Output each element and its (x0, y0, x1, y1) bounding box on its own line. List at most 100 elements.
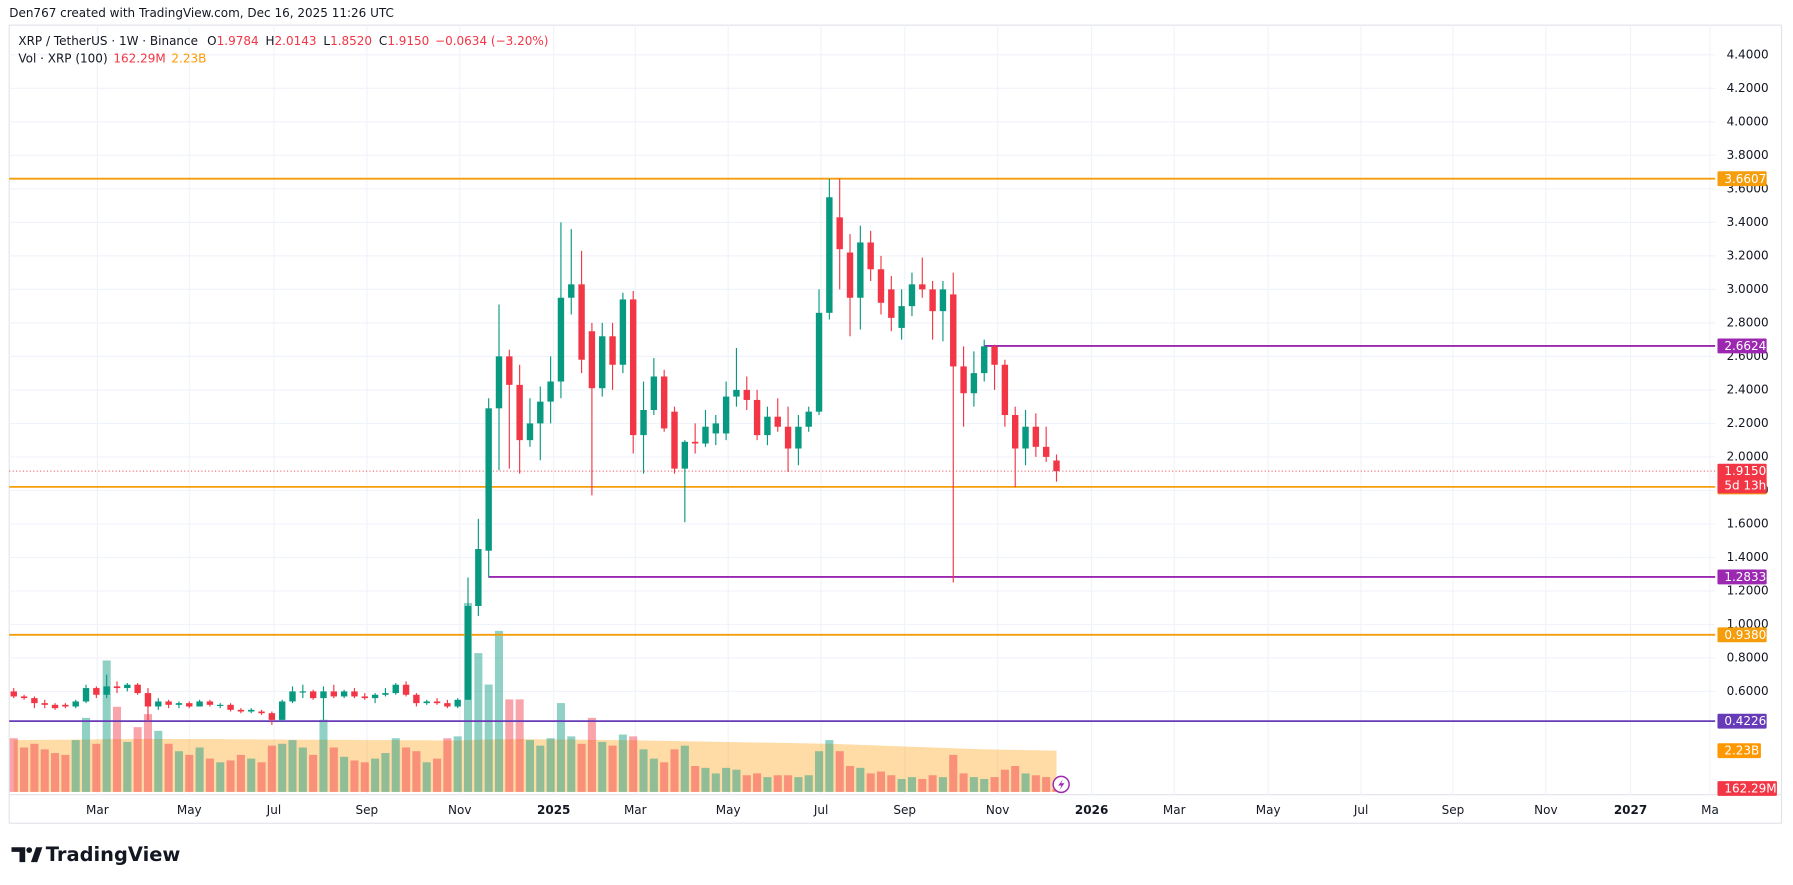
volume-bar (309, 754, 318, 792)
candle-body (495, 356, 503, 409)
candle-body (857, 242, 864, 298)
candle-body (227, 704, 234, 710)
candle-body (72, 701, 79, 707)
volume-bar (391, 738, 400, 792)
volume-ma-label-bg (1717, 743, 1761, 759)
x-tick-label: Sep (893, 803, 916, 817)
volume-bar (825, 740, 834, 792)
candle-body (815, 312, 823, 412)
y-tick-label: 0.8000 (1727, 650, 1769, 664)
ohlc-key: H (265, 34, 274, 48)
level-label: 1.2833 (1724, 570, 1766, 584)
volume-bar (195, 747, 204, 792)
candle-body (134, 684, 141, 694)
candle-body (599, 336, 606, 389)
candle-body (309, 691, 317, 699)
tradingview-logo (11, 847, 43, 863)
y-tick-label: 3.2000 (1727, 248, 1769, 262)
volume-bar (691, 766, 700, 792)
volume-bar (711, 773, 720, 792)
volume-bar (598, 741, 607, 792)
candle-body (330, 691, 338, 697)
volume-bar (371, 758, 380, 792)
volume-bar (112, 706, 122, 792)
candle-body (278, 701, 286, 720)
y-tick-label: 2.2000 (1727, 416, 1769, 430)
volume-bar (71, 740, 80, 792)
y-tick-label: 4.2000 (1727, 81, 1769, 95)
volume-bar (40, 749, 49, 792)
candle-body (784, 426, 792, 449)
candle-body (485, 408, 492, 551)
candle-body (433, 701, 441, 704)
candle-body (155, 701, 162, 707)
candle-body (547, 381, 554, 402)
candle-body (340, 691, 348, 697)
volume-bar (133, 727, 142, 792)
x-tick-label: May (1256, 803, 1281, 817)
x-tick-label: Jul (266, 803, 281, 817)
candle-body (413, 694, 420, 704)
candle-body (31, 698, 38, 704)
volume-bar (494, 630, 504, 792)
volume-bar (856, 767, 865, 792)
candle-body (774, 416, 781, 427)
candle-body (206, 701, 214, 705)
candle-body (51, 704, 59, 709)
volume-bar (267, 745, 276, 792)
volume-bar (990, 777, 999, 792)
candle-body (320, 691, 327, 699)
candle-body (537, 401, 544, 424)
volume-bar (92, 743, 101, 792)
candle-body (144, 693, 152, 707)
volume-bar (907, 777, 916, 792)
volume-bar (804, 775, 813, 792)
candle-body (588, 331, 596, 389)
volume-bar (381, 753, 390, 792)
volume-bar (81, 717, 91, 792)
volume-bar (1011, 766, 1020, 792)
ohlc-value: 1.9784 (217, 34, 259, 48)
volume-bar (164, 743, 173, 792)
candle-body (660, 376, 668, 429)
volume-bar (102, 660, 111, 792)
candle-body (578, 284, 585, 360)
volume-bar (938, 777, 947, 792)
candle-body (526, 423, 534, 441)
candle-body (196, 701, 203, 707)
volume-bar (773, 775, 782, 792)
x-tick-label: Nov (986, 803, 1009, 817)
y-tick-label: 2.8000 (1727, 315, 1769, 329)
volume-bar (660, 762, 669, 792)
ohlc-value: 1.9150 (387, 34, 429, 48)
candle-body (289, 691, 296, 702)
volume-bar (185, 754, 194, 792)
candle-body (382, 693, 389, 695)
volume-bar (360, 762, 369, 792)
candle-body (351, 691, 358, 697)
y-tick-label: 2.4000 (1727, 382, 1769, 396)
volume-bar (835, 751, 844, 792)
level-label-bg (1717, 171, 1767, 187)
candle-body (299, 691, 307, 693)
volume-bar (969, 777, 978, 792)
volume-bar (949, 754, 958, 792)
volume-bar (928, 775, 937, 792)
volume-bar (525, 740, 534, 792)
y-tick-label: 0.6000 (1727, 684, 1769, 698)
candle-body (1042, 446, 1050, 457)
candle-body (175, 703, 183, 705)
volume-bar (319, 719, 328, 792)
countdown: 5d 13h (1724, 478, 1766, 492)
volume-bar (298, 747, 307, 792)
candle-body (1012, 415, 1019, 449)
candle-body (1022, 426, 1029, 449)
volume-bar (618, 734, 627, 792)
x-tick-label: Sep (356, 803, 379, 817)
level-label-bg (1717, 713, 1767, 729)
level-label: 0.4226 (1724, 714, 1766, 728)
volume-bar (701, 767, 710, 792)
level-label-bg (1717, 569, 1767, 585)
candle-body (506, 356, 513, 385)
candle-body (423, 701, 430, 704)
